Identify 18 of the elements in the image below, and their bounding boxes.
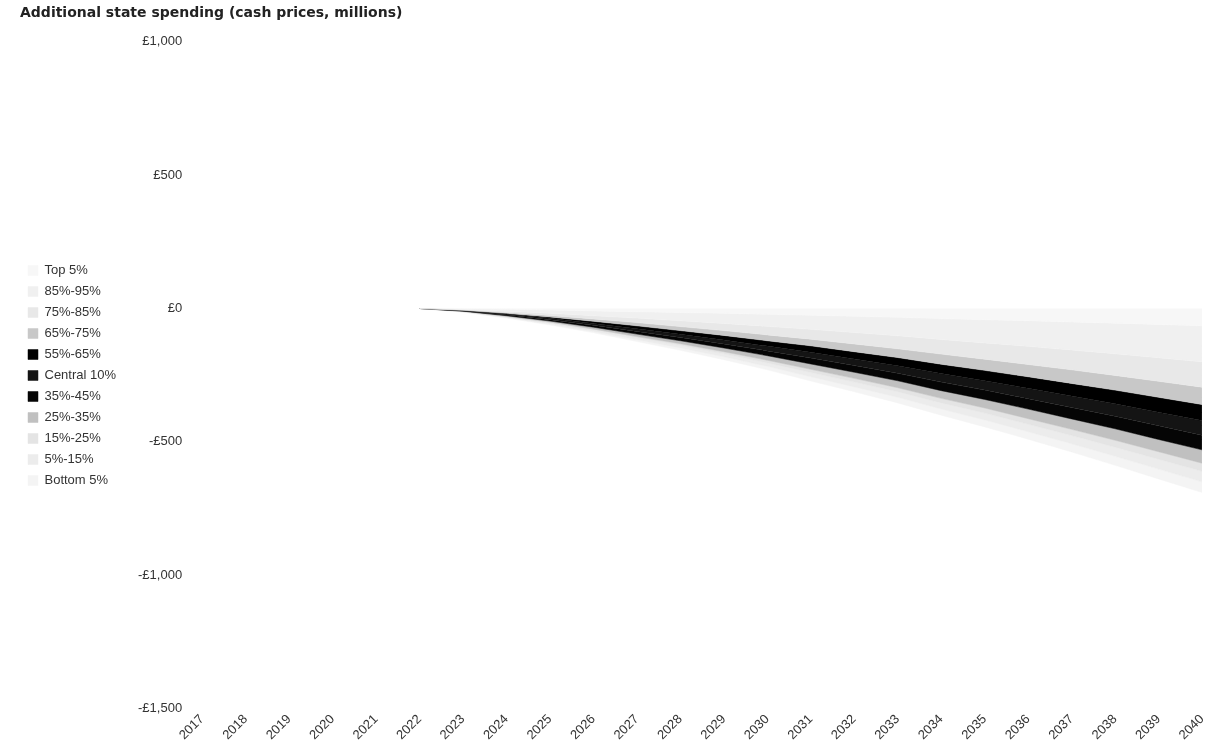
legend-label: 65%-75% (44, 325, 102, 341)
legend-label: Top 5% (44, 262, 89, 278)
legend-label: 85%-95% (44, 283, 102, 299)
y-tick-label: -£1,500 (138, 700, 183, 716)
y-tick-label: -£500 (148, 433, 183, 449)
legend-label: 35%-45% (44, 388, 102, 404)
legend-label: 55%-65% (44, 346, 102, 362)
legend-label: Bottom 5% (44, 472, 109, 488)
legend-label: 5%-15% (44, 451, 95, 467)
y-tick-label: £1,000 (142, 33, 183, 49)
legend-label: 75%-85% (44, 304, 102, 320)
chart-title: Additional state spending (cash prices, millions) (20, 4, 403, 21)
y-tick-label: £500 (153, 166, 183, 182)
legend-label: 15%-25% (44, 430, 102, 446)
legend-label: Central 10% (44, 367, 117, 383)
y-tick-label: -£1,000 (138, 566, 183, 582)
y-tick-label: £0 (167, 300, 183, 316)
legend-label: 25%-35% (44, 409, 102, 425)
